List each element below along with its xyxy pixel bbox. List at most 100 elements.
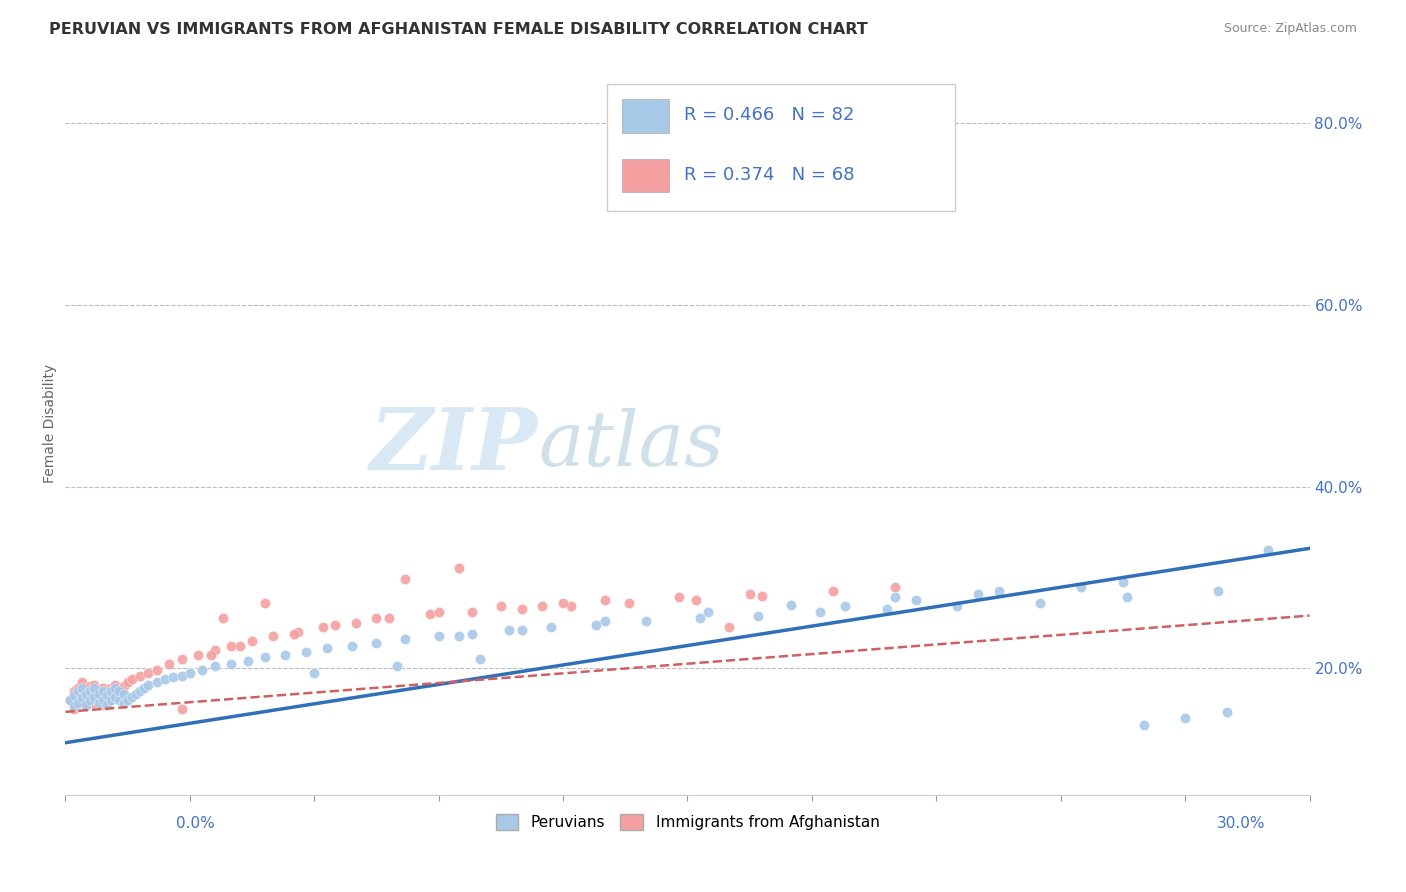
Point [191, 663, 214, 677]
Point [883, 591, 905, 605]
Point [87, 684, 110, 698]
Point [62, 684, 84, 698]
Point [100, 693, 122, 707]
FancyBboxPatch shape [606, 84, 955, 211]
FancyBboxPatch shape [621, 99, 669, 133]
Point [117, 674, 139, 689]
Point [593, 614, 616, 628]
Point [946, 599, 969, 614]
Point [366, 611, 388, 625]
Point [66, 681, 89, 696]
Point [1116, 591, 1139, 605]
Point [138, 665, 160, 680]
Point [387, 659, 409, 673]
Point [685, 593, 707, 607]
Point [1257, 543, 1279, 558]
Point [187, 648, 209, 662]
Point [883, 580, 905, 594]
Point [145, 663, 167, 677]
Point [551, 596, 574, 610]
Point [179, 665, 201, 680]
Point [66, 684, 89, 698]
Point [157, 657, 180, 671]
Point [253, 650, 276, 665]
Point [100, 684, 122, 698]
Point [204, 643, 226, 657]
Point [117, 693, 139, 707]
Point [468, 652, 491, 666]
Point [79, 680, 101, 694]
Point [821, 584, 844, 599]
Point [70, 690, 93, 705]
Point [170, 652, 193, 666]
Point [340, 639, 363, 653]
Text: R = 0.466   N = 82: R = 0.466 N = 82 [683, 106, 853, 125]
Point [489, 599, 512, 614]
Point [323, 617, 346, 632]
Point [738, 587, 761, 601]
Point [75, 687, 97, 701]
Text: 0.0%: 0.0% [176, 816, 215, 831]
Point [75, 699, 97, 714]
Point [780, 598, 803, 612]
Point [129, 684, 152, 698]
Point [1174, 711, 1197, 725]
Point [510, 623, 533, 637]
Point [283, 626, 305, 640]
Point [228, 639, 250, 653]
Point [1112, 574, 1135, 589]
Point [287, 624, 309, 639]
Point [108, 684, 131, 698]
Point [96, 687, 118, 701]
Point [62, 689, 84, 703]
Point [1070, 580, 1092, 594]
Point [876, 602, 898, 616]
Point [240, 634, 263, 648]
Point [96, 696, 118, 710]
Point [510, 602, 533, 616]
Point [378, 611, 401, 625]
Point [344, 615, 367, 630]
Point [100, 693, 122, 707]
Point [531, 599, 554, 614]
Point [204, 659, 226, 673]
Point [987, 584, 1010, 599]
Point [66, 696, 89, 710]
Point [498, 623, 520, 637]
FancyBboxPatch shape [621, 159, 669, 192]
Point [125, 687, 148, 701]
Point [104, 689, 127, 703]
Point [170, 668, 193, 682]
Point [75, 698, 97, 712]
Point [100, 681, 122, 696]
Point [253, 596, 276, 610]
Text: ZIP: ZIP [370, 403, 538, 487]
Point [121, 690, 143, 705]
Point [96, 689, 118, 703]
Point [112, 687, 135, 701]
Point [717, 620, 740, 634]
Point [461, 605, 484, 619]
Point [129, 668, 152, 682]
Point [59, 693, 82, 707]
Point [461, 626, 484, 640]
Point [449, 561, 471, 575]
Point [427, 630, 450, 644]
Point [108, 684, 131, 698]
Point [394, 632, 416, 647]
Y-axis label: Female Disability: Female Disability [44, 363, 58, 483]
Point [145, 674, 167, 689]
Point [419, 607, 441, 621]
Point [87, 696, 110, 710]
Point [315, 641, 337, 656]
Point [79, 693, 101, 707]
Point [1206, 584, 1229, 599]
Point [75, 687, 97, 701]
Point [540, 620, 562, 634]
Point [62, 702, 84, 716]
Text: R = 0.374   N = 68: R = 0.374 N = 68 [683, 166, 855, 184]
Point [295, 645, 318, 659]
Point [104, 681, 127, 696]
Point [1215, 705, 1237, 719]
Point [966, 587, 988, 601]
